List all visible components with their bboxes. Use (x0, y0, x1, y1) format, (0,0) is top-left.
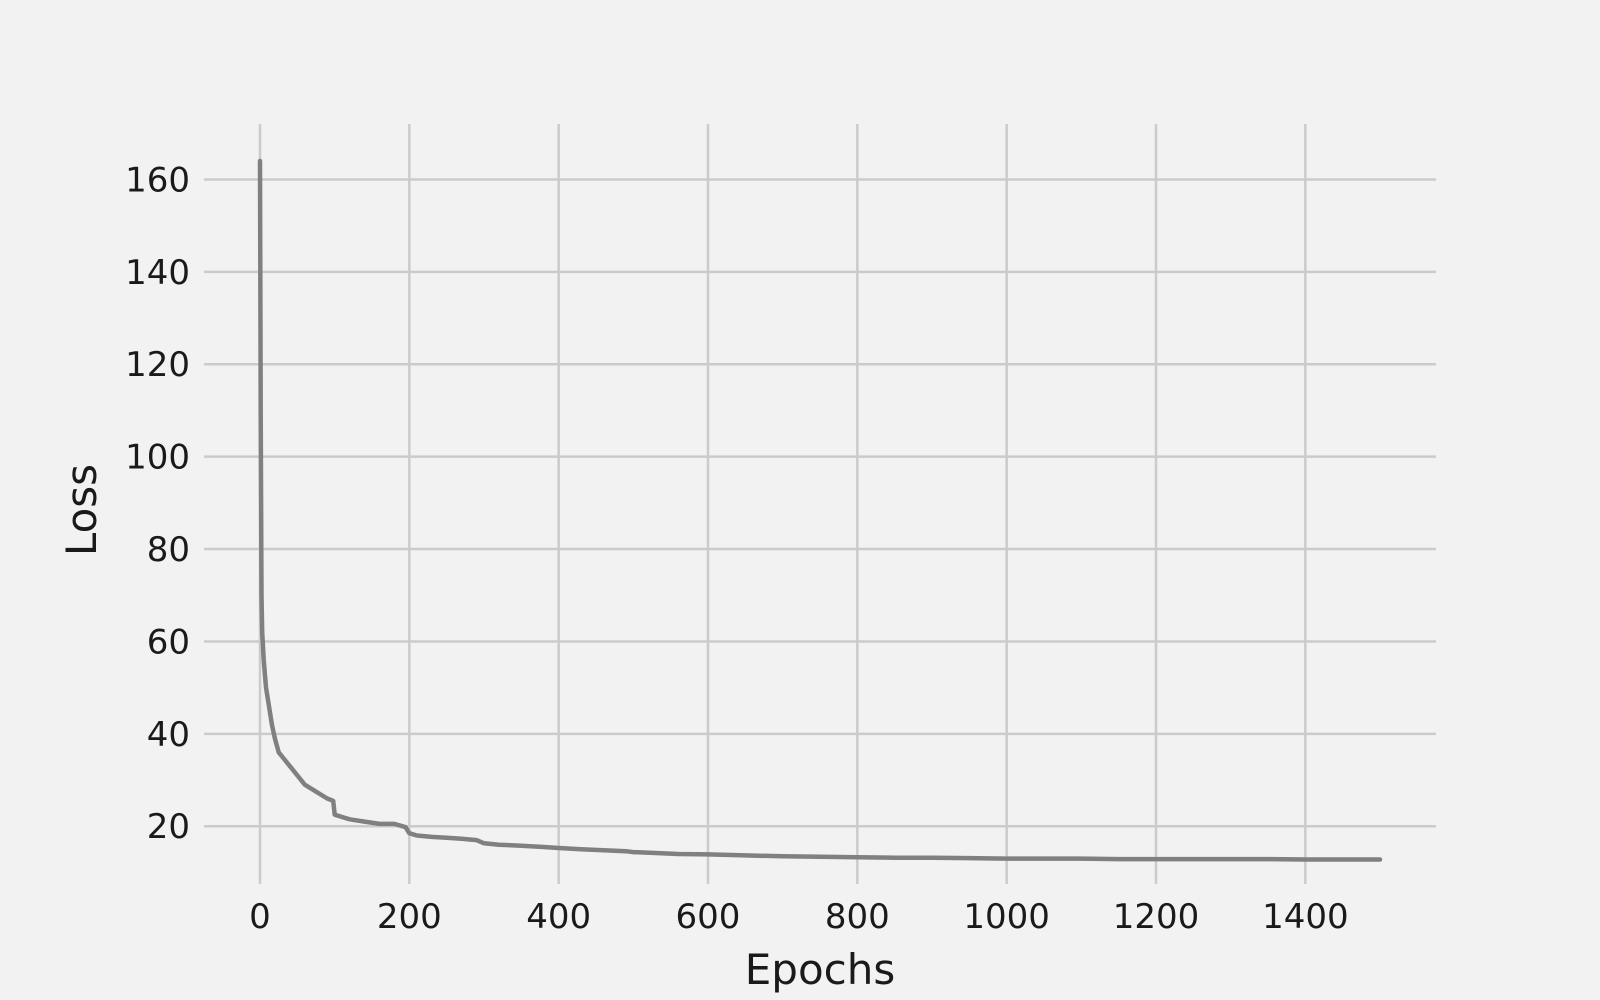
y-tick-label-20: 20 (147, 807, 190, 847)
x-tick-label-1200: 1200 (1113, 897, 1200, 937)
x-tick-labels: 0 200 400 600 800 1000 1200 1400 (249, 897, 1348, 937)
x-tick-label-600: 600 (676, 897, 741, 937)
x-tick-label-1400: 1400 (1262, 897, 1349, 937)
x-tick-label-200: 200 (377, 897, 442, 937)
loss-series-line (257, 158, 1383, 862)
y-tick-label-100: 100 (125, 438, 190, 478)
y-tick-label-140: 140 (125, 253, 190, 293)
y-axis-label: Loss (57, 464, 106, 556)
y-tick-label-80: 80 (147, 530, 190, 570)
y-tick-label-160: 160 (125, 160, 190, 200)
x-tick-label-1000: 1000 (963, 897, 1050, 937)
y-tick-labels: 20 40 60 80 100 120 140 160 (125, 160, 190, 847)
x-tick-label-0: 0 (249, 897, 271, 937)
x-tick-label-400: 400 (526, 897, 591, 937)
x-tick-label-800: 800 (825, 897, 890, 937)
y-tick-label-120: 120 (125, 345, 190, 385)
x-gridlines (258, 124, 1307, 884)
y-gridlines (204, 178, 1436, 828)
y-tick-label-40: 40 (147, 715, 190, 755)
x-axis-label: Epochs (745, 945, 896, 994)
y-tick-label-60: 60 (147, 622, 190, 662)
